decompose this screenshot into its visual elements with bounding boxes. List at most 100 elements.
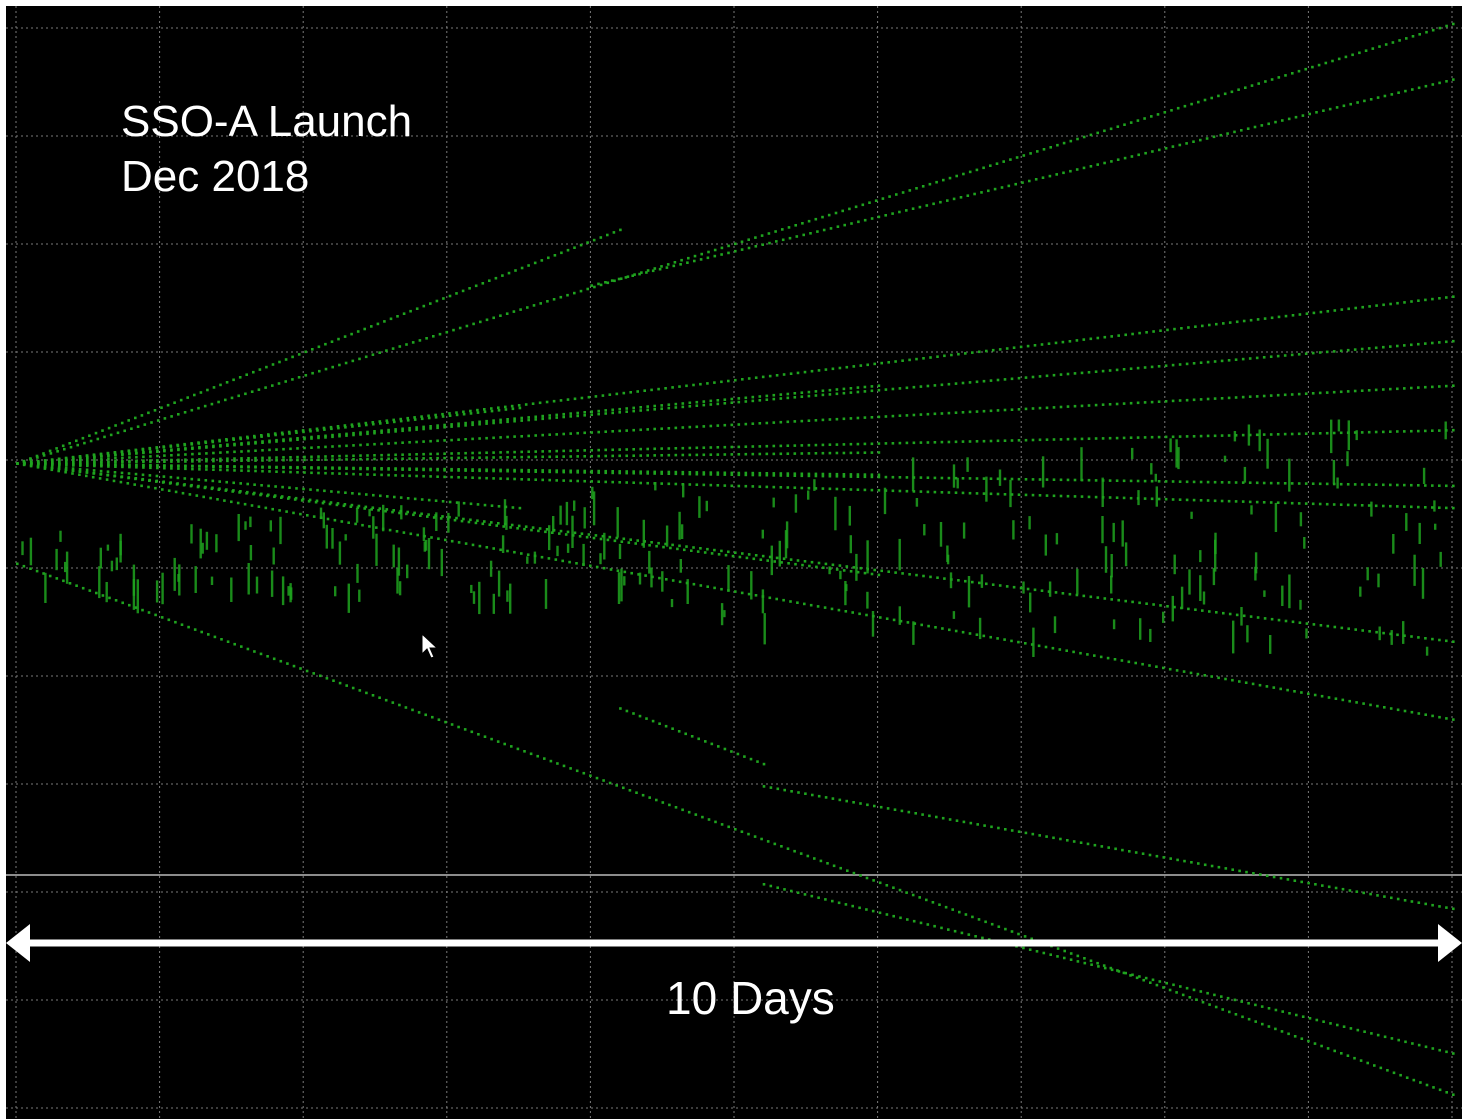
data-point [429, 425, 432, 428]
data-point [664, 542, 667, 546]
data-point [849, 391, 853, 394]
data-point [618, 411, 621, 414]
data-point [1247, 1002, 1250, 1005]
data-point [1010, 493, 1014, 496]
data-point [1024, 478, 1028, 481]
data-point [197, 406, 200, 410]
data-point [944, 905, 948, 909]
data-point [130, 427, 133, 430]
data-point [411, 708, 414, 712]
data-point [800, 444, 804, 447]
data-point [1150, 400, 1154, 404]
data-point [548, 433, 551, 436]
data-point [1108, 436, 1112, 440]
data-point [781, 238, 785, 242]
cluster-mark [591, 486, 594, 500]
data-point [982, 634, 986, 638]
data-point [597, 469, 600, 473]
data-point [143, 423, 147, 426]
data-point [329, 501, 333, 504]
data-point [1164, 435, 1168, 439]
data-point [81, 436, 85, 440]
data-point [863, 473, 867, 476]
data-point [310, 435, 313, 439]
data-point [147, 411, 150, 415]
data-point [91, 475, 95, 479]
data-point [546, 300, 549, 303]
data-point [976, 823, 979, 826]
data-point [331, 435, 334, 439]
data-point [478, 544, 482, 548]
data-point [553, 254, 557, 257]
data-point [1075, 168, 1079, 171]
data-point [768, 374, 772, 378]
data-point [716, 399, 720, 402]
data-point [497, 522, 500, 525]
data-point [919, 476, 923, 479]
data-point [399, 496, 403, 499]
data-point [870, 389, 874, 393]
data-point [754, 236, 757, 239]
data-point [1389, 504, 1392, 508]
data-point [745, 556, 749, 560]
data-point [1215, 611, 1218, 614]
data-point [796, 371, 800, 375]
data-point [1424, 385, 1427, 389]
data-point [240, 465, 243, 468]
data-point [1269, 355, 1273, 358]
data-point [990, 922, 994, 926]
data-point [566, 398, 570, 401]
data-point [205, 464, 208, 468]
data-point [238, 376, 242, 379]
cluster-mark [64, 561, 67, 573]
data-point [412, 513, 415, 517]
data-point [471, 543, 475, 547]
data-point [644, 574, 647, 577]
data-point [306, 514, 309, 517]
data-point [998, 584, 1002, 587]
data-point [639, 454, 642, 457]
data-point [1246, 127, 1250, 130]
cluster-mark [1199, 550, 1202, 563]
data-point [667, 472, 671, 475]
data-point [863, 488, 867, 492]
data-point [402, 531, 406, 534]
data-point [305, 669, 309, 673]
data-point [198, 445, 201, 449]
data-point [387, 428, 390, 432]
data-point [300, 499, 304, 502]
data-point [1353, 1056, 1356, 1060]
data-point [1082, 135, 1086, 139]
data-point [1122, 402, 1126, 405]
data-point [1213, 499, 1217, 503]
data-point [611, 448, 614, 452]
data-point [636, 539, 639, 542]
data-point [492, 451, 495, 454]
data-point [490, 407, 493, 410]
data-point [1241, 1015, 1244, 1019]
data-point [1452, 640, 1455, 643]
data-point [1185, 362, 1189, 366]
data-point [1171, 435, 1175, 439]
data-point [497, 406, 500, 409]
data-point [807, 219, 811, 223]
data-point [366, 457, 369, 461]
data-point [1410, 343, 1413, 347]
data-point [247, 449, 250, 453]
data-point [1101, 369, 1105, 373]
data-point [1307, 692, 1310, 696]
data-point [436, 456, 439, 460]
data-point [1431, 506, 1434, 509]
data-point [324, 342, 327, 346]
cluster-mark [980, 574, 984, 588]
data-point [501, 274, 504, 277]
data-point [1083, 961, 1087, 965]
data-point [389, 317, 393, 321]
data-point [762, 883, 766, 886]
data-point [789, 372, 793, 375]
data-point [660, 472, 663, 475]
data-point [908, 189, 912, 192]
cluster-mark [661, 571, 664, 592]
cluster-mark [44, 572, 47, 603]
data-point [310, 471, 313, 475]
